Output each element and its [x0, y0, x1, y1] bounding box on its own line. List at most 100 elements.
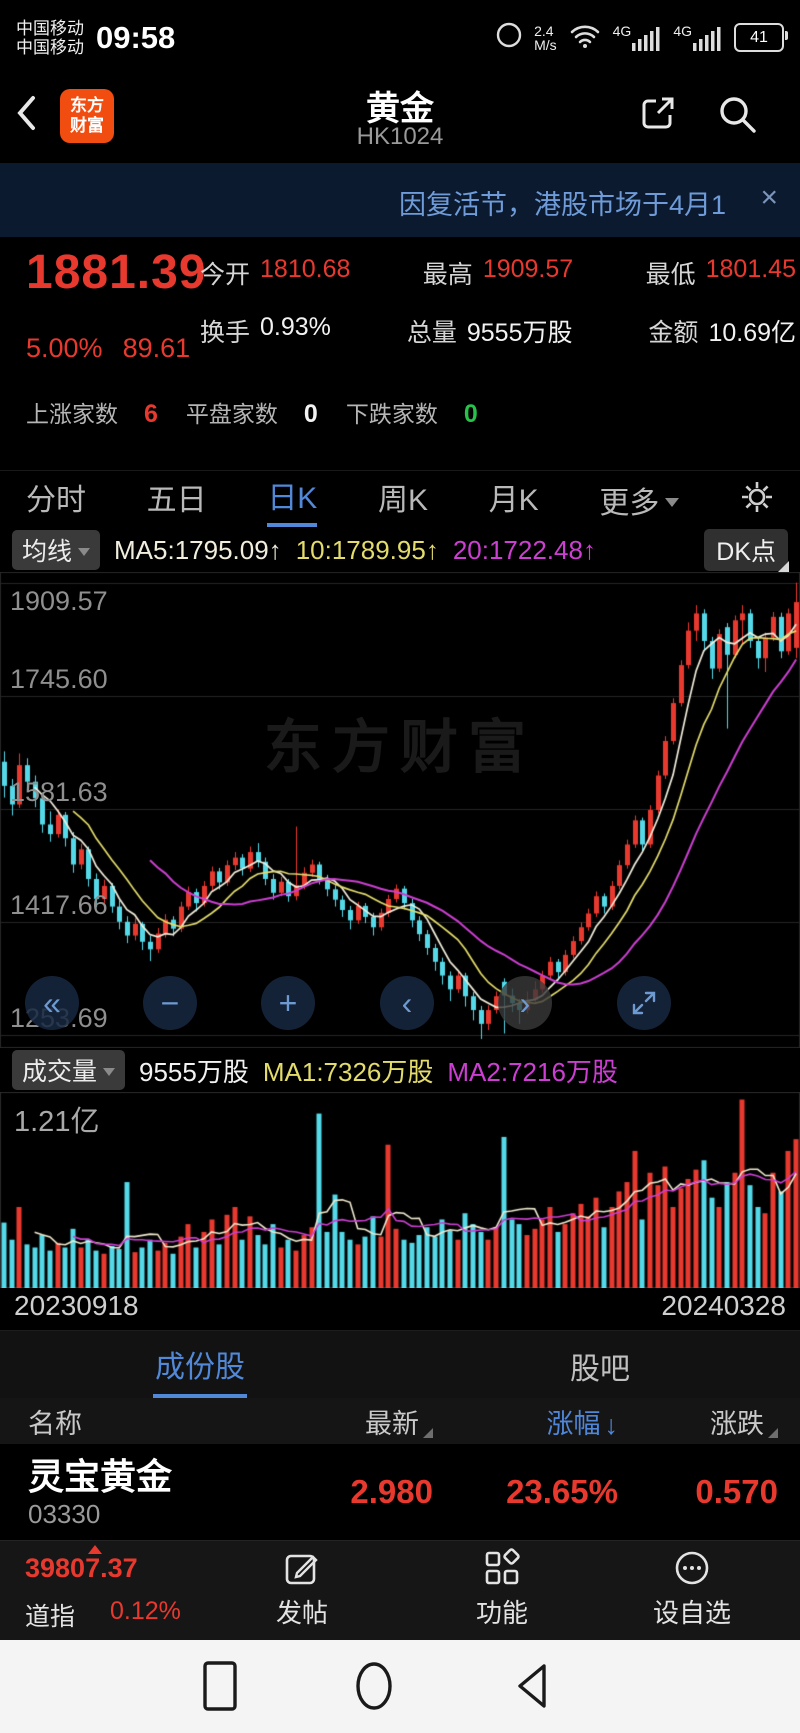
search-icon[interactable]: [714, 91, 760, 142]
tab-constituents-label: 成份股: [153, 1332, 247, 1398]
stat-label-turnover: 换手: [200, 319, 251, 347]
section-tab-bar: 成份股 股吧: [0, 1330, 800, 1399]
wifi-icon: [568, 21, 602, 54]
volume-selector-button[interactable]: 成交量: [12, 1050, 126, 1090]
notice-banner[interactable]: 因复活节，港股市场于4月1 ×: [0, 163, 800, 237]
carrier-labels: 中国移动 中国移动: [16, 19, 84, 57]
functions-button[interactable]: 功能: [432, 1547, 572, 1630]
zoom-out-button[interactable]: −: [143, 976, 197, 1030]
network-speed-unit: M/s: [534, 36, 557, 53]
table-row[interactable]: 灵宝黄金 03330 2.980 23.65% 0.570: [0, 1444, 800, 1540]
tab-daily-k[interactable]: 日K: [267, 473, 318, 527]
stat-value-low: 1801.45: [705, 255, 796, 283]
zoom-in-button[interactable]: +: [261, 976, 315, 1030]
rewind-button[interactable]: «: [25, 976, 79, 1030]
period-tab-bar: 分时 五日 日K 周K 月K 更多: [0, 470, 800, 528]
column-pct-label: 涨幅: [546, 1408, 601, 1439]
column-pct[interactable]: 涨幅 ↓: [433, 1402, 619, 1441]
logo-line2: 财富: [70, 116, 104, 135]
column-chg[interactable]: 涨跌: [618, 1402, 778, 1441]
clock: 09:58: [96, 19, 176, 55]
tab-weekly-k[interactable]: 周K: [377, 483, 428, 517]
sort-icon: [423, 1427, 433, 1438]
advancers-label: 上涨家数: [26, 401, 118, 427]
cellular-signal-2-icon: 4G: [673, 23, 723, 51]
tab-more[interactable]: 更多: [599, 478, 680, 522]
current-price: 1881.39: [26, 246, 207, 299]
stock-chg: 0.570: [695, 1473, 778, 1510]
dk-point-label: DK点: [716, 538, 776, 566]
functions-label: 功能: [475, 1598, 528, 1628]
advancers-value: 6: [144, 400, 158, 428]
volume-ma2: MA2:7216万股: [447, 1056, 618, 1087]
chevron-down-icon: [78, 548, 91, 556]
volume-chart[interactable]: 1.21亿: [0, 1092, 800, 1288]
battery-icon: 41: [734, 23, 788, 52]
index-name: 道指: [25, 1603, 76, 1631]
recents-button[interactable]: [200, 1658, 240, 1719]
kline-canvas[interactable]: [0, 572, 800, 1048]
tab-5day[interactable]: 五日: [146, 483, 207, 517]
back-button[interactable]: [14, 93, 38, 138]
notice-text: 因复活节，港股市场于4月1: [398, 190, 726, 220]
volume-legend: 成交量 9555万股 MA1:7326万股 MA2:7216万股: [0, 1048, 800, 1092]
bottom-action-bar: 39807.37 道指 0.12% 发帖 功能 设自选: [0, 1540, 800, 1641]
volume-selector-label: 成交量: [22, 1058, 98, 1086]
tab-constituents[interactable]: 成份股: [0, 1331, 400, 1399]
edit-icon: [285, 1554, 318, 1585]
page-title: 黄金: [366, 90, 434, 128]
unchanged-value: 0: [303, 400, 318, 428]
dk-point-button[interactable]: DK点: [704, 529, 789, 572]
price-change-row: 5.00% 89.61: [26, 333, 190, 364]
index-value[interactable]: 39807.37: [25, 1553, 138, 1583]
stat-value-turnover: 0.93%: [260, 313, 331, 341]
y-axis-label: 1417.66: [10, 890, 108, 920]
android-navigation-bar: [0, 1640, 800, 1733]
stock-name: 灵宝黄金: [28, 1456, 173, 1497]
grid-icon: [485, 1548, 520, 1585]
ellipsis-circle-icon: [675, 1551, 709, 1585]
back-nav-button[interactable]: [512, 1658, 552, 1719]
tab-forum-label: 股吧: [570, 1353, 630, 1386]
tab-monthly-k[interactable]: 月K: [488, 483, 539, 517]
home-button[interactable]: [352, 1654, 396, 1723]
share-icon[interactable]: [636, 91, 680, 140]
stat-label-low: 最低: [645, 261, 696, 289]
post-button[interactable]: 发帖: [232, 1547, 372, 1630]
tab-minute[interactable]: 分时: [26, 483, 86, 517]
stat-value-volume: 9555万股: [466, 319, 573, 347]
tab-forum[interactable]: 股吧: [400, 1331, 800, 1399]
gear-icon[interactable]: [740, 480, 774, 519]
watermark: 东方财富: [263, 715, 537, 780]
fullscreen-button[interactable]: [617, 976, 671, 1030]
kline-chart[interactable]: 东方财富 1909.57 1745.60 1581.63 1417.66 125…: [0, 572, 800, 1048]
stat-label-open: 今开: [200, 261, 251, 289]
stock-name-cell: 灵宝黄金 03330: [28, 1455, 243, 1529]
app-header: 黄金 HK1024 东方 财富: [0, 75, 800, 163]
next-button[interactable]: ›: [498, 976, 552, 1030]
app-logo[interactable]: 东方 财富: [60, 89, 114, 143]
change-value: 89.61: [122, 333, 191, 363]
add-watchlist-button[interactable]: 设自选: [622, 1547, 762, 1630]
stat-label-amount: 金额: [648, 319, 699, 347]
index-up-arrow-icon: [88, 1545, 102, 1554]
change-percent: 5.00%: [26, 333, 103, 363]
chevron-down-icon: [665, 498, 680, 507]
volume-max-label: 1.21亿: [14, 1106, 100, 1138]
network-speed: 2.4 M/s: [534, 24, 557, 52]
column-last[interactable]: 最新: [243, 1402, 433, 1441]
add-watchlist-label: 设自选: [652, 1598, 731, 1628]
prev-button[interactable]: ‹: [380, 976, 434, 1030]
ma20-legend: 20:1722.48↑: [452, 534, 596, 565]
ma-selector-button[interactable]: 均线: [12, 530, 101, 570]
stock-code: 03330: [28, 1499, 101, 1529]
volume-canvas[interactable]: [0, 1092, 800, 1288]
column-chg-label: 涨跌: [710, 1408, 764, 1439]
volume-current: 9555万股: [139, 1056, 249, 1087]
notice-close-icon[interactable]: ×: [760, 181, 778, 214]
network-speed-value: 2.4: [534, 22, 554, 39]
sort-desc-arrow-icon: ↓: [604, 1409, 619, 1440]
post-label: 发帖: [275, 1598, 328, 1628]
advancers-row: 上涨家数 6 平盘家数 0 下跌家数 0: [26, 395, 626, 429]
battery-level: 41: [750, 28, 768, 46]
